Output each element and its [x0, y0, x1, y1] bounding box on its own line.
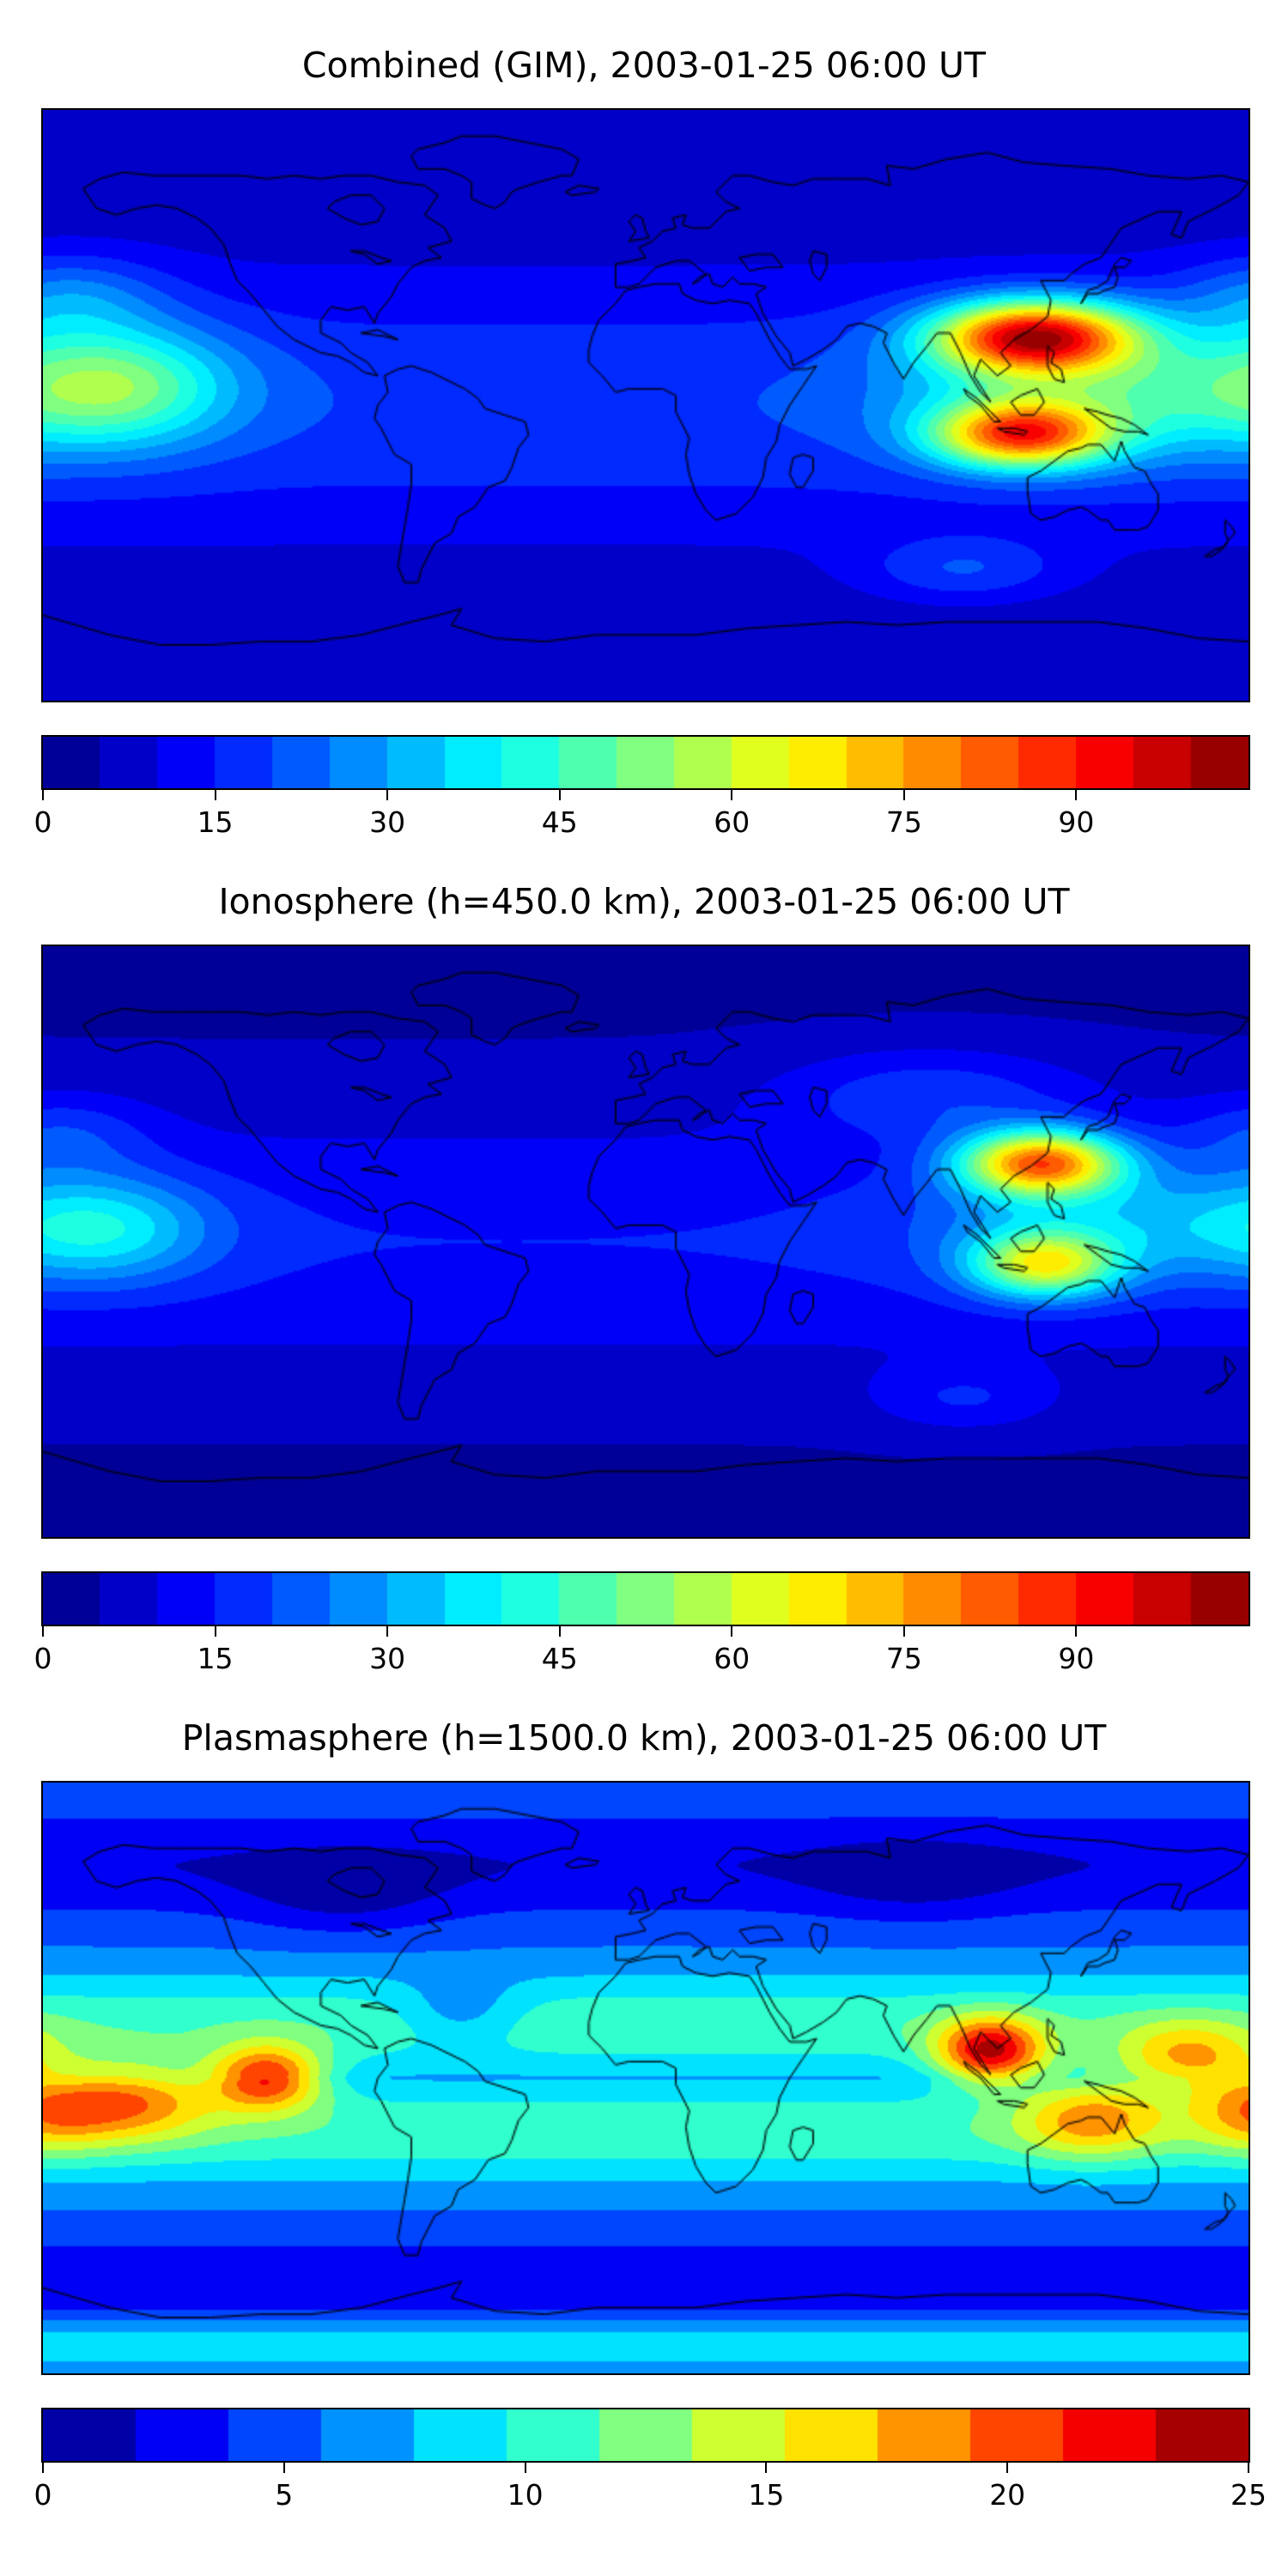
colorbar-tick-label: 30: [369, 805, 406, 839]
map-container: [41, 945, 1250, 1539]
colorbar-tick: [1248, 2463, 1249, 2473]
world-tec-heatmap-canvas: [41, 1781, 1250, 2375]
colorbar-tick: [524, 2463, 526, 2473]
world-tec-heatmap-canvas: [41, 945, 1250, 1539]
colorbar-tick-label: 45: [541, 805, 578, 839]
panel-plasmasphere: Plasmasphere (h=1500.0 km), 2003-01-25 0…: [0, 1692, 1288, 2528]
map-container: [41, 1781, 1250, 2375]
colorbar-canvas: [41, 735, 1250, 790]
colorbar-tick: [731, 790, 733, 800]
colorbar-tick-label: 15: [748, 2478, 785, 2512]
colorbar-tick-label: 45: [541, 1642, 578, 1675]
panel-title: Ionosphere (h=450.0 km), 2003-01-25 06:0…: [218, 881, 1070, 922]
colorbar-tick: [558, 790, 561, 800]
panel-ionosphere: Ionosphere (h=450.0 km), 2003-01-25 06:0…: [0, 855, 1288, 1692]
colorbar-tick-label: 30: [369, 1642, 406, 1675]
colorbar-tick-label: 90: [1058, 1642, 1095, 1675]
panel-title: Plasmasphere (h=1500.0 km), 2003-01-25 0…: [181, 1717, 1107, 1759]
panel-title: Combined (GIM), 2003-01-25 06:00 UT: [301, 45, 987, 86]
colorbar-tick: [283, 2463, 285, 2473]
colorbar-tick-label: 75: [885, 1642, 922, 1675]
world-tec-heatmap-canvas: [41, 108, 1250, 702]
colorbar-tick-label: 90: [1058, 805, 1095, 839]
panel-combined-gim: Combined (GIM), 2003-01-25 06:00 UT 0 15 3…: [0, 19, 1288, 855]
colorbar-canvas: [41, 1571, 1250, 1626]
colorbar-tick-label: 5: [275, 2478, 294, 2512]
colorbar-tick: [42, 790, 44, 800]
colorbar-tick: [902, 790, 905, 800]
colorbar-tick-label: 20: [989, 2478, 1026, 2512]
colorbar-tick: [902, 1626, 905, 1637]
colorbar-tick-label: 60: [714, 1642, 750, 1675]
colorbar-tick: [1006, 2463, 1009, 2473]
colorbar-tick: [214, 1626, 216, 1637]
colorbar-tick: [386, 790, 389, 800]
colorbar-tick: [765, 2463, 768, 2473]
colorbar-tick: [731, 1626, 733, 1637]
colorbar-tick-label: 75: [885, 805, 922, 839]
colorbar-tick: [1075, 1626, 1078, 1637]
colorbar: 0 5 10 15 20 25: [34, 2408, 1267, 2528]
colorbar-tick: [1075, 790, 1078, 800]
colorbar: 0 15 30 45 60 75 90: [34, 735, 1250, 855]
colorbar-tick-label: 0: [33, 2478, 52, 2512]
colorbar-tick: [214, 790, 216, 800]
colorbar-tick-label: 25: [1230, 2478, 1267, 2512]
colorbar-tick: [558, 1626, 561, 1637]
colorbar-tick-label: 0: [33, 805, 52, 839]
colorbar-tick: [386, 1626, 389, 1637]
colorbar-tick: [42, 1626, 44, 1637]
colorbar-tick-label: 60: [714, 805, 750, 839]
colorbar-tick-label: 15: [197, 1642, 234, 1675]
colorbar-tick-label: 15: [197, 805, 234, 839]
colorbar-tick-label: 0: [33, 1642, 52, 1675]
colorbar-tick-label: 10: [507, 2478, 544, 2512]
colorbar: 0 15 30 45 60 75 90: [34, 1571, 1250, 1692]
colorbar-canvas: [41, 2408, 1250, 2463]
colorbar-tick: [42, 2463, 44, 2473]
map-container: [41, 108, 1250, 702]
